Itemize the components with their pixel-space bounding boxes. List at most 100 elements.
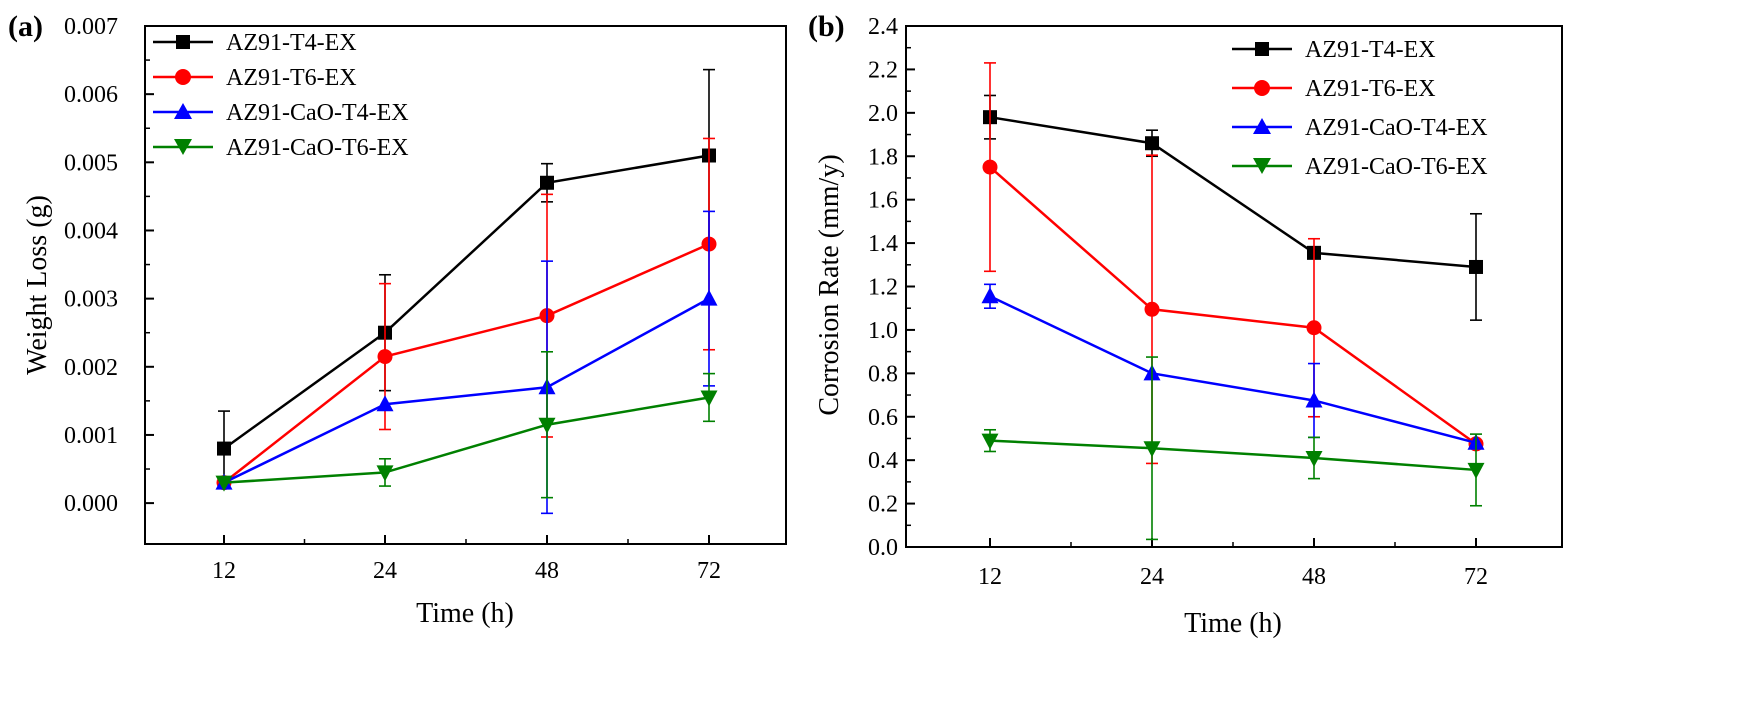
- y-tick-label: 0.007: [64, 14, 118, 40]
- y-tick-label: 0.001: [64, 423, 118, 449]
- y-tick-label: 0.8: [868, 361, 898, 387]
- marker-triangle-down: [1143, 441, 1161, 458]
- x-tick-label: 12: [978, 564, 1002, 590]
- legend-marker-triangle-down: [1253, 158, 1271, 174]
- legend-label: AZ91-T4-EX: [226, 30, 357, 56]
- y-tick-label: 1.2: [868, 275, 898, 301]
- y-tick-label: 1.6: [868, 188, 898, 214]
- x-tick-label: 12: [212, 558, 236, 584]
- y-tick-label: 2.0: [868, 101, 898, 127]
- marker-triangle-down: [1467, 462, 1485, 479]
- series-group-a: [215, 68, 718, 515]
- y-tick-label: 0.0: [868, 535, 898, 561]
- legend-marker-triangle-up: [1253, 118, 1271, 134]
- y-tick-label: 2.2: [868, 57, 898, 83]
- legend-entry: AZ91-T4-EX: [1232, 37, 1436, 63]
- legend-label: AZ91-CaO-T6-EX: [226, 135, 409, 161]
- marker-square: [1469, 259, 1483, 274]
- series-line: [989, 439, 1477, 472]
- marker-square: [217, 441, 231, 456]
- y-tick-label: 0.006: [64, 82, 118, 108]
- legend-label: AZ91-CaO-T4-EX: [1305, 115, 1488, 141]
- marker-triangle-down: [376, 465, 394, 482]
- marker-triangle-down: [215, 475, 233, 492]
- y-tick-label: 0.005: [64, 150, 118, 176]
- legend-label: AZ91-CaO-T4-EX: [226, 100, 409, 126]
- legend-a: AZ91-T4-EX AZ91-T6-EX AZ91-CaO-T4-EX AZ9…: [153, 30, 409, 161]
- marker-triangle-up: [700, 289, 718, 306]
- marker-triangle-down: [700, 390, 718, 407]
- series-line: [223, 396, 710, 484]
- y-tick-label: 1.4: [868, 231, 898, 257]
- series-az91-cao-t4-ex: [981, 283, 1485, 450]
- legend-entry: AZ91-CaO-T6-EX: [1232, 154, 1488, 180]
- y-tick-label: 0.2: [868, 492, 898, 518]
- y-tick-label: 0.6: [868, 405, 898, 431]
- y-tick-label: 1.8: [868, 144, 898, 170]
- marker-triangle-up: [981, 287, 999, 304]
- series-line: [989, 295, 1477, 445]
- legend-label: AZ91-T4-EX: [1305, 37, 1436, 63]
- x-tick-label: 24: [373, 558, 397, 584]
- y-tick-label: 2.4: [868, 14, 898, 40]
- legend-entry: AZ91-T4-EX: [153, 30, 357, 56]
- x-ticks-b: 12 24 48 72: [978, 538, 1488, 590]
- y-ticks-a: 0.000 0.001 0.002 0.003 0.004 0.005 0.006 0.007: [64, 14, 154, 517]
- legend-entry: AZ91-CaO-T6-EX: [153, 135, 409, 161]
- panel-label-b: (b): [808, 10, 845, 43]
- y-tick-label: 0.002: [64, 355, 118, 381]
- legend-label: AZ91-T6-EX: [226, 65, 357, 91]
- marker-triangle-down: [981, 433, 999, 450]
- marker-circle: [1306, 320, 1322, 336]
- series-line: [989, 166, 1477, 445]
- legend-label: AZ91-T6-EX: [1305, 76, 1436, 102]
- series-az91-t4-ex: [217, 68, 716, 487]
- legend-marker-circle: [175, 69, 191, 85]
- legend-marker-square: [1255, 42, 1269, 56]
- legend-marker-triangle-down: [174, 139, 192, 155]
- series-az91-cao-t6-ex: [981, 356, 1485, 541]
- x-tick-label: 24: [1140, 564, 1164, 590]
- marker-circle: [982, 159, 998, 175]
- legend-label: AZ91-CaO-T6-EX: [1305, 154, 1488, 180]
- y-tick-label: 0.003: [64, 287, 118, 313]
- marker-triangle-up: [1305, 391, 1323, 408]
- y-ticks-b: 0.0 0.2 0.4 0.6 0.8 1.0 1.2 1.4 1.6 1.8 2.0 2.2 2.4: [868, 14, 915, 561]
- legend-entry: AZ91-T6-EX: [153, 65, 357, 91]
- marker-triangle-down: [1305, 450, 1323, 467]
- x-ticks-a: 12 24 48 72: [212, 535, 721, 584]
- legend-marker-square: [176, 35, 190, 49]
- marker-triangle-down: [538, 417, 556, 434]
- y-tick-label: 0.4: [868, 448, 898, 474]
- x-tick-label: 48: [1302, 564, 1326, 590]
- marker-circle: [377, 349, 393, 365]
- legend-entry: AZ91-T6-EX: [1232, 76, 1436, 102]
- x-axis-title-a: Time (h): [416, 598, 514, 629]
- series-az91-t4-ex: [983, 94, 1483, 321]
- y-tick-label: 1.0: [868, 318, 898, 344]
- marker-triangle-up: [376, 395, 394, 412]
- x-tick-label: 72: [697, 558, 721, 584]
- y-axis-title-b: Corrosion Rate (mm/y): [814, 154, 845, 415]
- legend-entry: AZ91-CaO-T4-EX: [153, 100, 409, 126]
- legend-entry: AZ91-CaO-T4-EX: [1232, 115, 1488, 141]
- legend-marker-circle: [1254, 80, 1270, 96]
- marker-square: [1145, 136, 1159, 151]
- series-az91-t6-ex: [982, 62, 1484, 465]
- x-axis-title-b: Time (h): [1184, 608, 1282, 639]
- x-tick-label: 48: [535, 558, 559, 584]
- legend-marker-triangle-up: [174, 103, 192, 119]
- panel-b: (b) Time (h) Corrosion Rate (mm/y) 0.00.…: [808, 10, 1563, 639]
- series-group-b: [981, 62, 1485, 541]
- series-az91-cao-t6-ex: [215, 350, 718, 499]
- x-tick-label: 72: [1464, 564, 1488, 590]
- series-az91-t6-ex: [216, 137, 717, 491]
- marker-circle: [1144, 301, 1160, 317]
- marker-square: [540, 175, 554, 190]
- y-tick-label: 0.004: [64, 218, 118, 244]
- y-axis-title-a: Weight Loss (g): [22, 195, 53, 375]
- legend-b: AZ91-T4-EX AZ91-T6-EX AZ91-CaO-T4-EX AZ9…: [1232, 37, 1488, 180]
- series-line: [223, 154, 710, 450]
- series-line: [223, 297, 710, 484]
